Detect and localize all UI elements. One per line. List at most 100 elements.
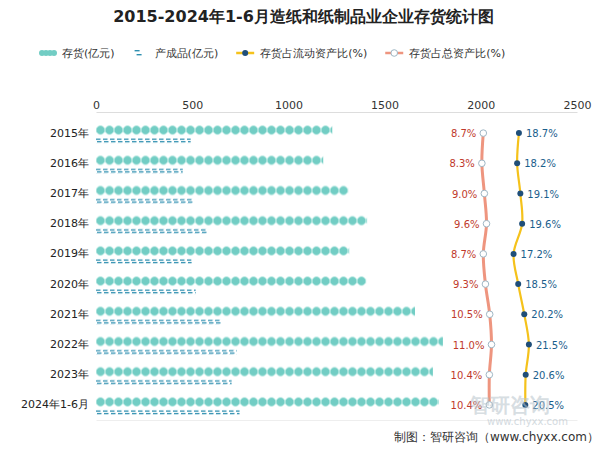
marker [480, 130, 487, 137]
data-label: 17.2% [521, 249, 553, 260]
data-label: 19.1% [527, 189, 559, 200]
line [514, 133, 529, 405]
marker [486, 371, 493, 378]
marker [480, 251, 487, 258]
legend-item: 存货占总资产比(%) [385, 47, 505, 60]
data-label: 10.5% [451, 309, 483, 320]
marker [488, 341, 495, 348]
y-tick: 2018年 [50, 217, 92, 230]
bar [96, 380, 232, 385]
legend-item: 产成品(亿元) [135, 47, 219, 60]
bar [96, 275, 366, 287]
y-tick-label: 2015年 [50, 127, 89, 140]
marker [486, 311, 493, 318]
bar [96, 168, 183, 173]
y-tick-label: 2024年1-6月 [21, 398, 89, 411]
y-tick: 2016年 [50, 157, 92, 170]
x-tick-label: 2500 [564, 99, 592, 112]
data-labels: 18.7% 18.2% 19.1% 19.6% 17.2% 18.5% 20.2% 21.5%… [449, 128, 567, 411]
bar [96, 124, 332, 136]
data-label: 10.4% [451, 370, 483, 381]
x-tick: 2500 [564, 99, 592, 112]
bar [96, 396, 439, 408]
marker [514, 160, 520, 166]
marker [516, 130, 522, 136]
source: 制图：智研咨询（www.chyxx.com） [394, 430, 599, 444]
x-tick-label: 1000 [275, 99, 303, 112]
y-axis: 2015年 2016年 2017年 2018年 2019年 2020年 2021年 2022年… [21, 127, 92, 412]
data-label: 11.0% [453, 340, 485, 351]
data-label: 18.2% [524, 158, 556, 169]
data-label: 8.7% [451, 249, 476, 260]
bar [96, 154, 323, 166]
data-label: 20.2% [531, 309, 563, 320]
legend: 存货(亿元) 产成品(亿元) 存货占流动资产比(%) 存货占总资产比(%) [39, 47, 505, 60]
marker [519, 221, 525, 227]
marker [521, 311, 527, 317]
y-tick: 2022年 [50, 338, 92, 351]
y-tick: 2020年 [50, 278, 92, 291]
x-axis: 0 500 1000 1500 2000 2500 [93, 99, 592, 113]
bar [96, 259, 192, 264]
bar [96, 336, 443, 348]
y-tick: 2017年 [50, 187, 92, 200]
data-label: 18.7% [526, 128, 558, 139]
bar [96, 410, 240, 415]
x-tick-label: 2000 [467, 99, 495, 112]
marker [479, 160, 486, 167]
x-tick: 0 [93, 99, 100, 112]
plot-marks [96, 124, 532, 415]
data-label: 20.6% [533, 370, 565, 381]
watermark: www.chyxx.com [487, 416, 568, 427]
y-tick-label: 2023年 [50, 368, 89, 381]
y-tick-label: 2022年 [50, 338, 89, 351]
y-tick-label: 2019年 [50, 247, 89, 260]
legend-label: 存货占流动资产比(%) [260, 47, 367, 60]
bar [96, 319, 222, 324]
marker [482, 281, 489, 288]
bar [96, 138, 191, 143]
data-label: 8.7% [451, 128, 476, 139]
y-tick-label: 2017年 [50, 187, 89, 200]
x-tick-label: 500 [182, 99, 203, 112]
marker [483, 220, 490, 227]
bar [96, 215, 367, 227]
watermark: 智研咨询 [469, 393, 550, 417]
x-tick: 500 [182, 99, 203, 112]
data-label: 9.3% [453, 279, 478, 290]
marker [526, 342, 532, 348]
chart: 2015-2024年1-6月造纸和纸制品业企业存货统计图 0 500 1000 1500… [0, 0, 607, 449]
x-tick: 1500 [371, 99, 399, 112]
y-tick-label: 2018年 [50, 217, 89, 230]
y-tick: 2019年 [50, 247, 92, 260]
bar [96, 229, 208, 234]
line [482, 133, 492, 405]
legend-item: 存货(亿元) [39, 47, 115, 60]
legend-label: 存货(亿元) [62, 47, 115, 60]
marker [511, 251, 517, 257]
data-label: 9.0% [452, 189, 477, 200]
data-label: 9.6% [454, 219, 479, 230]
y-tick-label: 2021年 [50, 308, 89, 321]
bar [96, 366, 433, 378]
bar [96, 305, 415, 317]
x-tick-label: 1500 [371, 99, 399, 112]
title: 2015-2024年1-6月造纸和纸制品业企业存货统计图 [113, 7, 494, 26]
data-label: 19.6% [529, 219, 561, 230]
y-tick: 2023年 [50, 368, 92, 381]
legend-label: 产成品(亿元) [155, 47, 219, 60]
marker [481, 190, 488, 197]
bar [96, 350, 237, 355]
x-tick: 1000 [275, 99, 303, 112]
x-tick: 2000 [467, 99, 495, 112]
y-tick: 2024年1-6月 [21, 398, 92, 411]
y-tick: 2015年 [50, 127, 92, 140]
bar [96, 185, 348, 197]
y-tick-label: 2020年 [50, 278, 89, 291]
x-tick-label: 0 [93, 99, 100, 112]
data-label: 18.5% [525, 279, 557, 290]
bar [96, 199, 193, 204]
marker [523, 372, 529, 378]
y-tick-label: 2016年 [50, 157, 89, 170]
data-label: 21.5% [536, 340, 568, 351]
